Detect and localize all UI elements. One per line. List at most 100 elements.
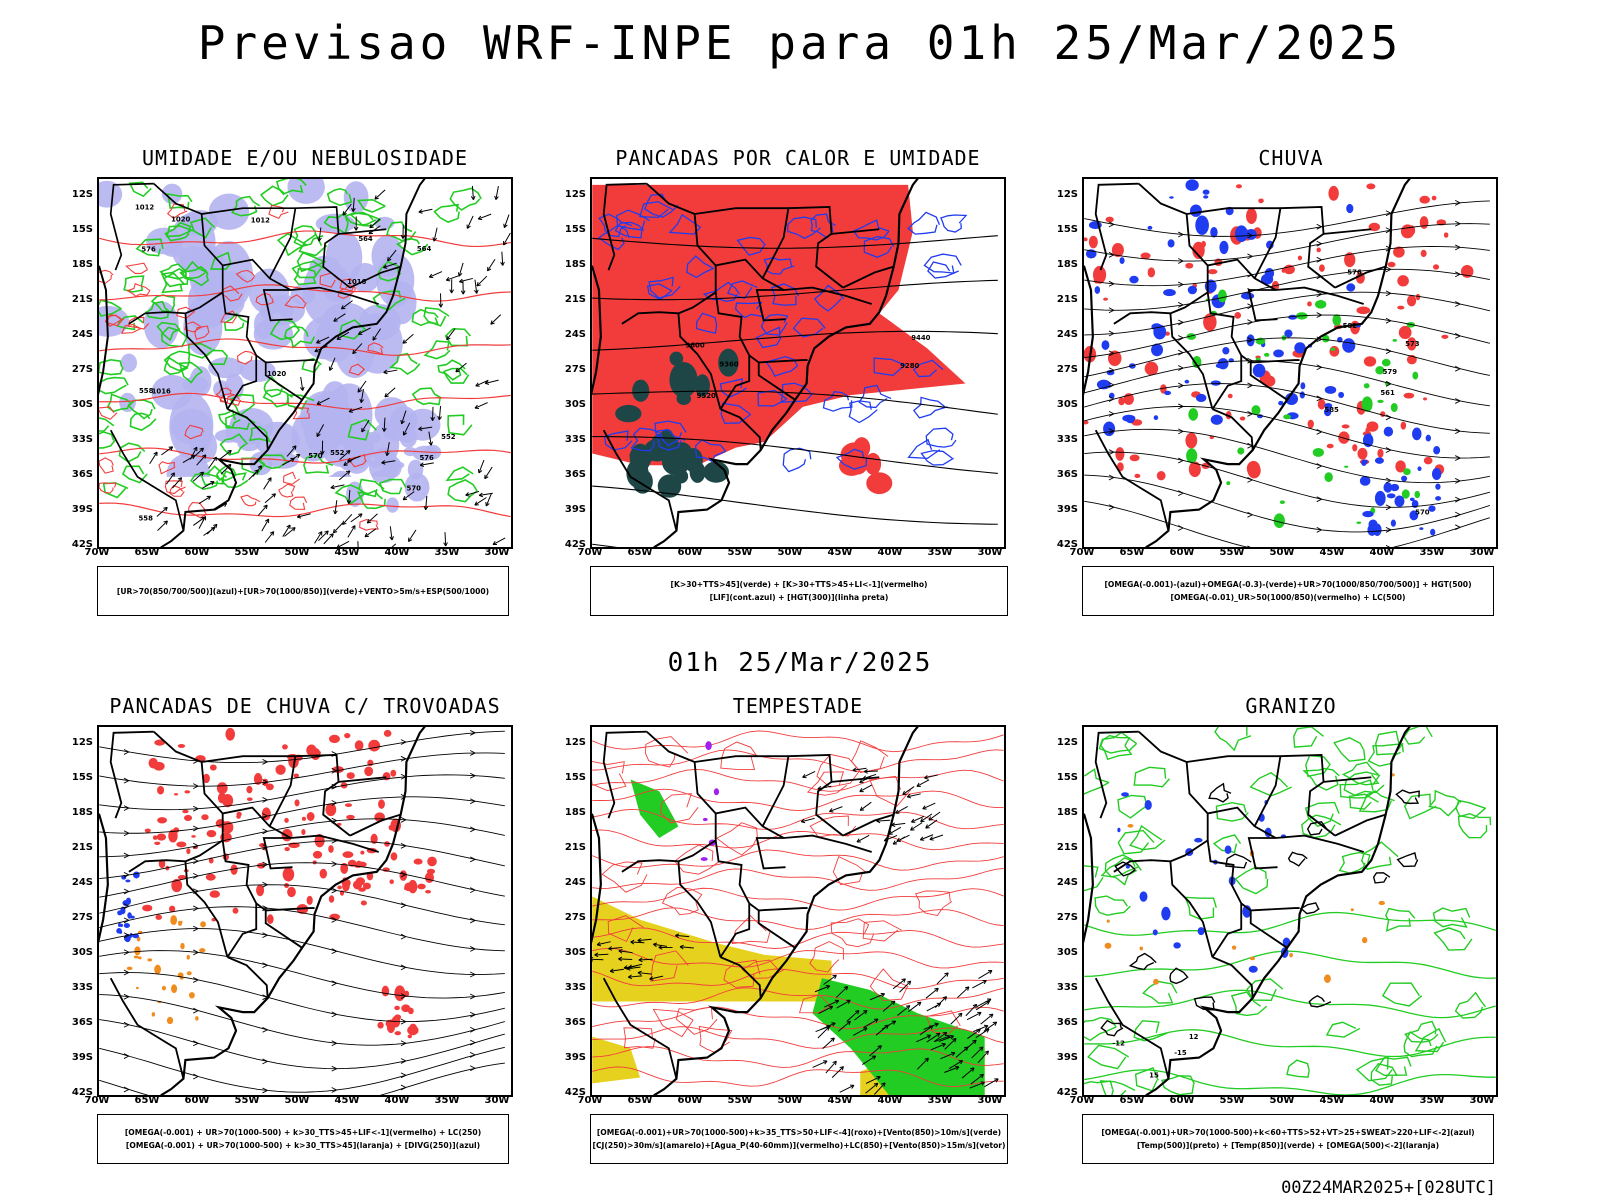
map-canvas [99,727,505,1095]
forecast-map: 585 582 579 576 573 570 561 [1082,177,1498,549]
lon-tick-label: 30W [1469,1095,1495,1106]
lat-tick-label: 30S [1056,947,1078,958]
lon-tick-label: 35W [1419,1095,1445,1106]
lon-tick-label: 30W [977,547,1003,558]
lon-tick-label: 40W [877,547,903,558]
contour-label: 561 [1380,389,1395,397]
lat-tick-label: 15S [564,772,586,783]
contour-label: 1016 [347,278,366,286]
lat-tick-label: 24S [1056,329,1078,340]
lon-tick-label: 45W [827,547,853,558]
lon-tick-label: 50W [284,1095,310,1106]
lon-tick-label: 65W [134,1095,160,1106]
lat-tick-label: 27S [71,364,93,375]
lon-tick-label: 60W [677,547,703,558]
lon-tick-label: 30W [484,547,510,558]
lat-tick-label: 42S [564,1087,586,1098]
lon-tick-label: 35W [1419,547,1445,558]
model-run-stamp: 00Z24MAR2025+[028UTC] [1281,1178,1496,1198]
map-canvas: 585 582 579 576 573 570 561 [1084,179,1490,547]
lon-tick-label: 65W [134,547,160,558]
lon-tick-label: 30W [1469,547,1495,558]
lon-tick-label: 60W [184,547,210,558]
contour-label: 558 [139,514,154,522]
lon-tick-label: 50W [1269,1095,1295,1106]
contour-label: 12 [1189,1033,1199,1041]
lon-tick-label: 70W [577,1095,603,1106]
lat-tick-label: 42S [1056,539,1078,550]
lat-tick-label: 39S [564,504,586,515]
lon-tick-label: 50W [777,1095,803,1106]
lon-tick-label: 35W [927,1095,953,1106]
map-canvas: 1012 1016 1020 576 570 564 558 552 1012 1016 1020 5… [99,179,511,547]
forecast-date-label: 01h 25/Mar/2025 [667,648,933,678]
contour-label: 576 [419,454,434,462]
contour-label: -15 [1174,1049,1187,1057]
lon-tick-label: 55W [727,1095,753,1106]
legend-box: [OMEGA(-0.001)+UR>70(1000-500)+k>35_TTS>… [590,1114,1008,1164]
legend-line: [K>30+TTS>45](verde) + [K>30+TTS>45+LI<-… [670,580,928,589]
lon-tick-label: 60W [1169,547,1195,558]
legend-line: [Temp(500)](preto) + [Temp(850)](verde) … [1136,1141,1440,1150]
lat-tick-label: 36S [564,469,586,480]
lat-tick-label: 27S [564,912,586,923]
lat-tick-label: 15S [564,224,586,235]
lat-tick-label: 36S [1056,1017,1078,1028]
lat-tick-label: 33S [564,434,586,445]
lat-tick-label: 15S [1056,772,1078,783]
contour-label: 576 [1347,268,1362,276]
lat-tick-label: 18S [1056,259,1078,270]
lon-tick-label: 65W [627,547,653,558]
lat-tick-label: 12S [1056,737,1078,748]
lon-tick-label: 40W [877,1095,903,1106]
lon-tick-label: 35W [434,547,460,558]
lat-tick-label: 15S [71,224,93,235]
legend-line: [OMEGA(-0.01)_UR>50(1000/850)(vermelho) … [1170,593,1406,602]
legend-box: [K>30+TTS>45](verde) + [K>30+TTS>45+LI<-… [590,566,1008,616]
lat-tick-label: 18S [564,807,586,818]
lat-tick-label: 21S [1056,294,1078,305]
lat-tick-label: 36S [71,1017,93,1028]
lat-tick-label: 30S [71,947,93,958]
lat-tick-label: 12S [71,737,93,748]
lat-tick-label: 21S [71,842,93,853]
forecast-map: -12 -15 12 15 [1082,725,1498,1097]
lat-tick-label: 24S [71,329,93,340]
lon-tick-label: 50W [777,547,803,558]
legend-line: [OMEGA(-0.001) + UR>70(1000-500) + k>30_… [124,1128,482,1137]
legend-line: [OMEGA(-0.001)-(azul)+OMEGA(-0.3)-(verde… [1104,580,1472,589]
contour-label: 9600 [685,342,704,350]
lon-tick-label: 30W [977,1095,1003,1106]
lat-tick-label: 24S [1056,877,1078,888]
contour-label: 573 [1405,340,1420,348]
lon-tick-label: 45W [334,1095,360,1106]
lat-tick-label: 12S [564,737,586,748]
contour-label: 576 [141,245,156,253]
lat-tick-label: 18S [71,807,93,818]
contour-label: 552 [330,449,345,457]
lat-tick-label: 42S [71,539,93,550]
lon-tick-label: 55W [727,547,753,558]
page-title: Previsao WRF-INPE para 01h 25/Mar/2025 [197,16,1403,70]
contour-label: 552 [441,433,456,441]
lat-tick-label: 21S [1056,842,1078,853]
lon-tick-label: 45W [1319,1095,1345,1106]
map-canvas [592,727,1004,1095]
lat-tick-label: 21S [564,842,586,853]
lon-tick-label: 45W [1319,547,1345,558]
lat-tick-label: 39S [564,1052,586,1063]
lon-tick-label: 65W [1119,1095,1145,1106]
lon-tick-label: 40W [384,1095,410,1106]
lat-tick-label: 39S [1056,504,1078,515]
lat-tick-label: 33S [71,982,93,993]
forecast-map [97,725,513,1097]
contour-label: 585 [1324,406,1339,414]
legend-box: [OMEGA(-0.001)+UR>70(1000-500)+k<60+TTS>… [1082,1114,1494,1164]
lon-tick-label: 65W [627,1095,653,1106]
contour-label: 579 [1383,368,1398,376]
lat-tick-label: 42S [564,539,586,550]
lon-tick-label: 50W [284,547,310,558]
legend-line: [OMEGA(-0.001)+UR>70(1000-500)+k>35_TTS>… [596,1128,1002,1137]
lon-tick-label: 70W [84,547,110,558]
